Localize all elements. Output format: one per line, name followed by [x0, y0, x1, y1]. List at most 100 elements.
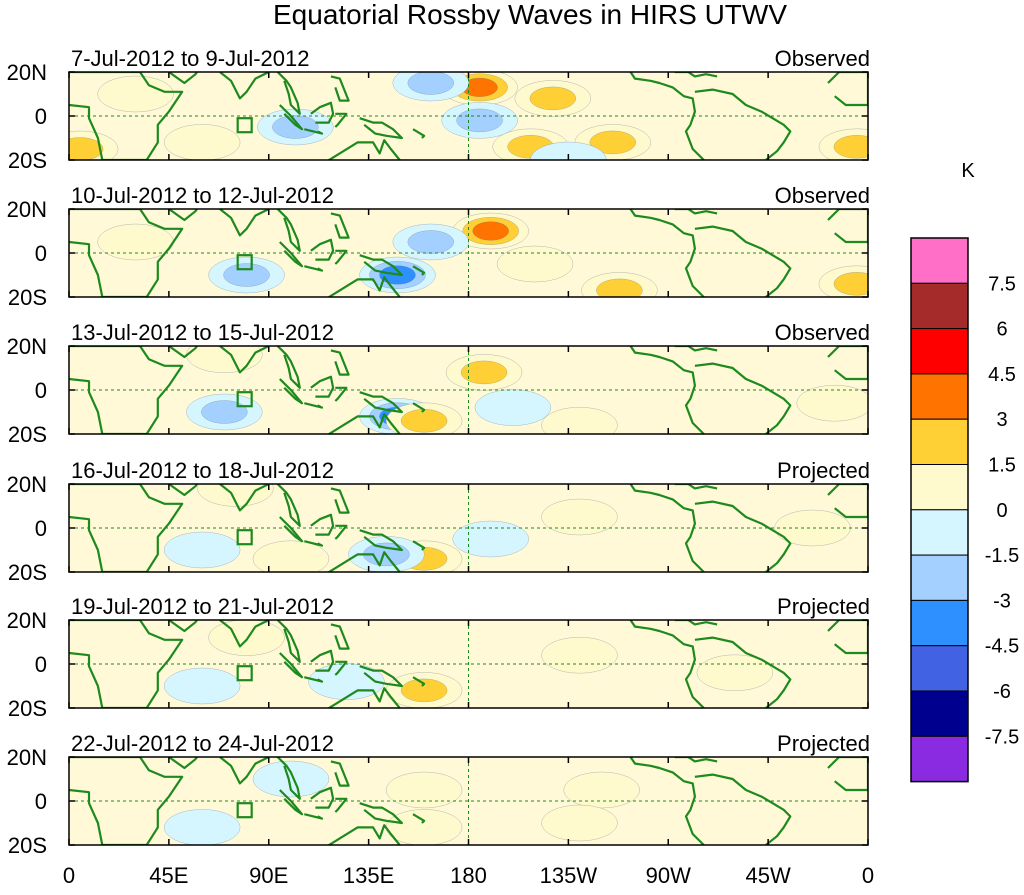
colorbar-label: -3 [993, 590, 1011, 612]
anomaly-contour [596, 278, 643, 297]
region-box [236, 391, 253, 408]
anomaly-contour [529, 86, 577, 111]
panel-status: Observed [775, 183, 870, 208]
panel-date-range: 13-Jul-2012 to 15-Jul-2012 [71, 320, 334, 345]
anomaly-contour [69, 137, 104, 160]
region-box [236, 117, 253, 134]
region-box [236, 802, 253, 819]
colorbar-units: K [961, 160, 975, 182]
anomaly-contour [97, 223, 174, 261]
colorbar-swatch [910, 237, 969, 284]
colorbar-label: 3 [996, 409, 1007, 431]
chart-title: Equatorial Rossby Waves in HIRS UTWV [273, 0, 787, 30]
anomaly-contour [272, 115, 319, 139]
region-box [236, 665, 253, 682]
panel-5: 20N 0 20S 19-Jul-2012 to 21-Jul-2012 Project… [7, 594, 870, 721]
anomaly-contour [223, 263, 270, 287]
colorbar-swatch [910, 282, 969, 330]
anomaly-contour [460, 360, 508, 385]
anomaly-contour [252, 760, 330, 798]
y-tick-label: 0 [35, 652, 47, 677]
y-tick-label: 0 [35, 789, 47, 814]
y-tick-label: 20S [8, 696, 47, 721]
anomaly-contour [197, 484, 274, 507]
colorbar-label: 7.5 [988, 273, 1016, 295]
x-tick-label: 0 [63, 863, 75, 888]
x-tick-label: 180 [450, 863, 487, 888]
x-tick-label: 0 [862, 863, 874, 888]
colorbar-frame [910, 237, 969, 783]
colorbar-swatch [910, 328, 969, 375]
colorbar-label: 0 [996, 500, 1007, 522]
y-tick-label: 20S [8, 560, 47, 585]
panels-group: 20N 0 20S 7-Jul-2012 to 9-Jul-2012 Observed 2… [7, 46, 870, 858]
colorbar-swatch [910, 509, 969, 556]
x-tick-label: 45E [149, 863, 188, 888]
anomaly-contour [201, 400, 248, 424]
panel-1: 20N 0 20S 7-Jul-2012 to 9-Jul-2012 Observed [7, 46, 870, 173]
coastline [69, 620, 868, 708]
anomaly-contour [252, 540, 330, 572]
colorbar-label: -4.5 [985, 636, 1019, 658]
panel-status: Observed [775, 46, 870, 71]
panel-date-range: 7-Jul-2012 to 9-Jul-2012 [71, 46, 309, 71]
anomaly-contour [163, 667, 241, 705]
anomaly-contour [541, 498, 618, 536]
coastline [69, 72, 868, 160]
y-tick-label: 20N [7, 60, 47, 85]
panel-4: 20N 0 20S 16-Jul-2012 to 18-Jul-2012 Project… [7, 458, 870, 585]
anomaly-contour [496, 245, 574, 283]
colorbar-swatch [910, 599, 969, 647]
y-tick-label: 0 [35, 241, 47, 266]
colorbar-swatch [910, 690, 969, 737]
y-tick-label: 20N [7, 745, 47, 770]
x-tick-label: 135W [540, 863, 598, 888]
colorbar: K 7.5 6 4.5 3 1.5 0 -1.5 -3 -4.5 -6 -7.5 [910, 160, 1019, 783]
panel-date-range: 22-Jul-2012 to 24-Jul-2012 [71, 731, 334, 756]
colorbar-swatch [910, 554, 969, 601]
anomaly-contour [97, 75, 174, 113]
colorbar-swatch [910, 373, 969, 420]
panel-date-range: 16-Jul-2012 to 18-Jul-2012 [71, 458, 334, 483]
panel-2: 20N 0 20S 10-Jul-2012 to 12-Jul-2012 Observe… [7, 183, 870, 310]
anomaly-contour [208, 620, 285, 656]
anomaly-contour [452, 520, 529, 558]
x-tick-label: 90W [646, 863, 691, 888]
colorbar-label: 1.5 [988, 455, 1016, 477]
y-tick-label: 20N [7, 608, 47, 633]
coastline [69, 346, 868, 434]
colorbar-label: -6 [993, 681, 1011, 703]
y-tick-label: 20S [8, 422, 47, 447]
y-tick-label: 0 [35, 378, 47, 403]
x-tick-label: 135E [343, 863, 394, 888]
x-axis: 0 45E 90E 135E 180 135W 90W 45W 0 [63, 863, 874, 888]
anomaly-contour [530, 141, 607, 160]
colorbar-swatch [910, 735, 969, 783]
anomaly-contour [407, 72, 454, 95]
y-tick-label: 20N [7, 334, 47, 359]
panel-3: 20N 0 20S 13-Jul-2012 to 15-Jul-2012 Observe… [7, 320, 870, 447]
anomaly-contour [400, 678, 448, 703]
colorbar-swatch [910, 645, 969, 692]
y-tick-label: 20S [8, 833, 47, 858]
coastline [69, 484, 868, 572]
anomaly-contour [400, 409, 448, 433]
anomaly-contour [163, 809, 241, 845]
colorbar-label: 6 [996, 319, 1007, 341]
y-tick-label: 0 [35, 104, 47, 129]
anomaly-contour [833, 272, 868, 296]
anomaly-contour [541, 637, 618, 674]
anomaly-contour [541, 407, 618, 434]
region-box [236, 254, 253, 271]
y-tick-label: 20S [8, 285, 47, 310]
y-tick-label: 0 [35, 516, 47, 541]
anomaly-contour [541, 804, 618, 842]
anomaly-contour [563, 771, 640, 809]
anomaly-contour [833, 135, 868, 159]
panel-status: Projected [777, 458, 870, 483]
colorbar-label: -1.5 [985, 545, 1019, 567]
x-tick-label: 90E [249, 863, 288, 888]
panel-status: Projected [777, 594, 870, 619]
